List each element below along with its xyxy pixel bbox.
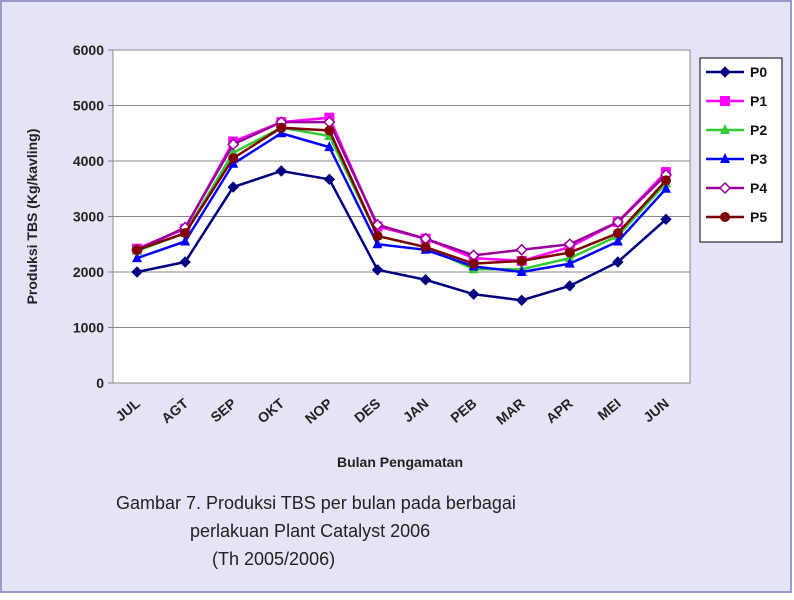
data-point [564, 247, 575, 258]
data-point [227, 138, 240, 151]
y-tick-label: 4000 [73, 153, 104, 169]
data-point [371, 264, 384, 276]
data-point [132, 252, 143, 263]
y-tick-label: 2000 [73, 264, 104, 280]
data-point [372, 230, 383, 241]
data-point [660, 213, 672, 225]
y-tick-label: 3000 [73, 209, 104, 225]
data-point [420, 242, 431, 253]
caption-line: perlakuan Plant Catalyst 2006 [190, 521, 430, 541]
y-axis-label: Produksi TBS (Kg/kavling) [24, 129, 40, 305]
y-tick-label: 0 [96, 375, 104, 391]
data-point [419, 274, 432, 286]
data-point [564, 257, 575, 268]
data-point [324, 141, 335, 152]
data-point [612, 235, 623, 246]
series-line [136, 120, 667, 257]
legend-marker [719, 66, 731, 78]
legend-box [699, 57, 783, 243]
data-point [660, 175, 671, 186]
data-point [323, 173, 336, 186]
legend-label: P0 [750, 64, 767, 80]
data-point [468, 258, 479, 269]
data-point [276, 122, 287, 133]
data-point [612, 228, 623, 239]
legend-marker [720, 124, 730, 134]
data-point [324, 125, 335, 136]
legend-marker [720, 212, 730, 222]
series-line [136, 131, 667, 274]
y-tick-label: 5000 [73, 98, 104, 114]
data-point [611, 215, 624, 229]
legend-label: P2 [750, 122, 767, 138]
data-point [516, 255, 527, 266]
legend-marker [718, 181, 732, 195]
y-tick-label: 6000 [73, 42, 104, 58]
caption-line: (Th 2005/2006) [212, 549, 335, 569]
legend-label: P1 [750, 93, 767, 109]
data-point [516, 294, 528, 307]
data-point [227, 181, 239, 193]
series-line [136, 126, 667, 265]
data-point [180, 235, 191, 246]
data-point [275, 165, 287, 177]
data-point [612, 256, 624, 268]
legend-label: P5 [750, 209, 767, 225]
data-point [660, 182, 671, 193]
x-axis-label: Bulan Pengamatan [337, 454, 463, 470]
legend-marker [720, 96, 730, 106]
legend-marker [720, 153, 730, 163]
legend-label: P4 [750, 180, 767, 196]
data-point [467, 288, 480, 300]
series-line [136, 169, 667, 302]
data-point [228, 153, 239, 164]
data-point [131, 266, 143, 278]
y-tick-label: 1000 [73, 320, 104, 336]
data-point [564, 280, 576, 292]
data-point [515, 243, 528, 256]
data-point [179, 256, 191, 268]
data-point [516, 266, 527, 276]
data-point [372, 238, 383, 249]
legend-label: P3 [750, 151, 767, 167]
data-point [132, 244, 143, 255]
data-point [371, 218, 384, 231]
data-point [180, 228, 191, 239]
caption-line: Gambar 7. Produksi TBS per bulan pada be… [116, 493, 516, 513]
